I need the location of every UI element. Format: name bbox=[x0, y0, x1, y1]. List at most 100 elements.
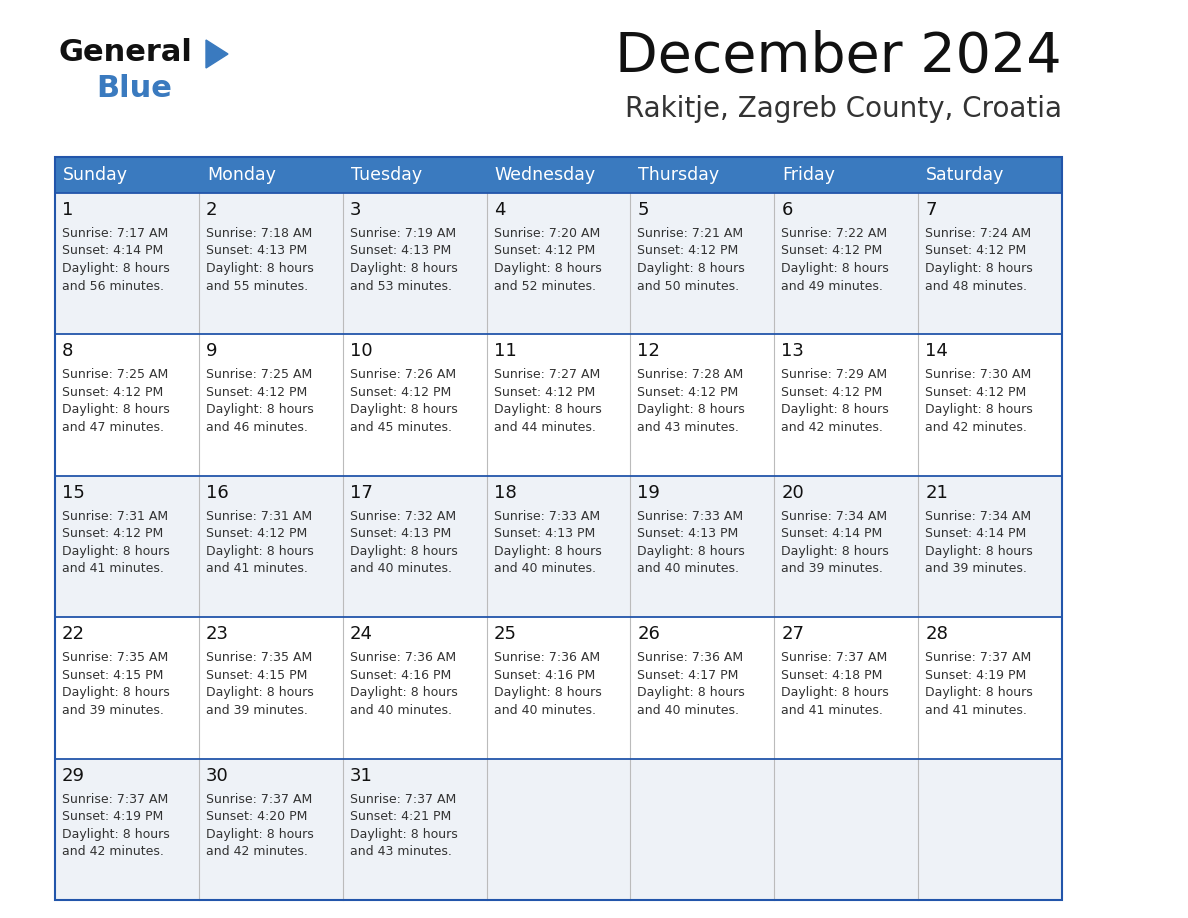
Text: Sunrise: 7:37 AM: Sunrise: 7:37 AM bbox=[206, 792, 312, 806]
Text: Sunset: 4:20 PM: Sunset: 4:20 PM bbox=[206, 810, 308, 823]
Text: 5: 5 bbox=[638, 201, 649, 219]
Text: 11: 11 bbox=[493, 342, 517, 361]
Text: Sunset: 4:16 PM: Sunset: 4:16 PM bbox=[493, 668, 595, 682]
Text: Daylight: 8 hours: Daylight: 8 hours bbox=[349, 544, 457, 558]
Text: 10: 10 bbox=[349, 342, 372, 361]
Text: Saturday: Saturday bbox=[927, 166, 1005, 184]
Text: Sunrise: 7:32 AM: Sunrise: 7:32 AM bbox=[349, 509, 456, 522]
Text: Daylight: 8 hours: Daylight: 8 hours bbox=[349, 686, 457, 700]
Text: 8: 8 bbox=[62, 342, 74, 361]
Text: and 40 minutes.: and 40 minutes. bbox=[493, 563, 595, 576]
Text: 23: 23 bbox=[206, 625, 229, 644]
Text: 4: 4 bbox=[493, 201, 505, 219]
Text: Sunset: 4:12 PM: Sunset: 4:12 PM bbox=[493, 244, 595, 258]
Text: and 50 minutes.: and 50 minutes. bbox=[638, 279, 740, 293]
Bar bbox=[631, 157, 775, 193]
Bar bbox=[55, 758, 1062, 900]
Text: Sunrise: 7:37 AM: Sunrise: 7:37 AM bbox=[62, 792, 169, 806]
Text: December 2024: December 2024 bbox=[615, 30, 1062, 84]
Text: Sunset: 4:12 PM: Sunset: 4:12 PM bbox=[206, 527, 308, 541]
Text: Daylight: 8 hours: Daylight: 8 hours bbox=[925, 403, 1032, 417]
Text: and 53 minutes.: and 53 minutes. bbox=[349, 279, 451, 293]
Text: 9: 9 bbox=[206, 342, 217, 361]
Text: Daylight: 8 hours: Daylight: 8 hours bbox=[638, 686, 745, 700]
Text: and 47 minutes.: and 47 minutes. bbox=[62, 420, 164, 434]
Text: 21: 21 bbox=[925, 484, 948, 502]
Text: Sunrise: 7:31 AM: Sunrise: 7:31 AM bbox=[206, 509, 312, 522]
Text: Sunrise: 7:21 AM: Sunrise: 7:21 AM bbox=[638, 227, 744, 240]
Text: and 52 minutes.: and 52 minutes. bbox=[493, 279, 595, 293]
Text: and 40 minutes.: and 40 minutes. bbox=[493, 704, 595, 717]
Text: Daylight: 8 hours: Daylight: 8 hours bbox=[782, 686, 889, 700]
Text: Sunrise: 7:25 AM: Sunrise: 7:25 AM bbox=[62, 368, 169, 381]
Text: 13: 13 bbox=[782, 342, 804, 361]
Text: and 41 minutes.: and 41 minutes. bbox=[62, 563, 164, 576]
Text: Daylight: 8 hours: Daylight: 8 hours bbox=[62, 686, 170, 700]
Text: Daylight: 8 hours: Daylight: 8 hours bbox=[206, 828, 314, 841]
Text: Sunrise: 7:37 AM: Sunrise: 7:37 AM bbox=[782, 651, 887, 665]
Text: Blue: Blue bbox=[96, 74, 172, 103]
Text: Sunrise: 7:37 AM: Sunrise: 7:37 AM bbox=[349, 792, 456, 806]
Text: 24: 24 bbox=[349, 625, 373, 644]
Text: Sunrise: 7:34 AM: Sunrise: 7:34 AM bbox=[782, 509, 887, 522]
Text: Sunrise: 7:18 AM: Sunrise: 7:18 AM bbox=[206, 227, 312, 240]
Bar bbox=[55, 334, 1062, 476]
Text: Sunrise: 7:20 AM: Sunrise: 7:20 AM bbox=[493, 227, 600, 240]
Text: Daylight: 8 hours: Daylight: 8 hours bbox=[206, 686, 314, 700]
Text: Sunrise: 7:33 AM: Sunrise: 7:33 AM bbox=[493, 509, 600, 522]
Text: Daylight: 8 hours: Daylight: 8 hours bbox=[349, 828, 457, 841]
Text: Sunrise: 7:29 AM: Sunrise: 7:29 AM bbox=[782, 368, 887, 381]
Text: Daylight: 8 hours: Daylight: 8 hours bbox=[925, 544, 1032, 558]
Bar bbox=[775, 157, 918, 193]
Text: 28: 28 bbox=[925, 625, 948, 644]
Text: Sunset: 4:12 PM: Sunset: 4:12 PM bbox=[62, 386, 163, 399]
Text: 2: 2 bbox=[206, 201, 217, 219]
Text: Sunset: 4:12 PM: Sunset: 4:12 PM bbox=[925, 244, 1026, 258]
Bar bbox=[55, 476, 1062, 617]
Text: and 44 minutes.: and 44 minutes. bbox=[493, 420, 595, 434]
Text: Wednesday: Wednesday bbox=[494, 166, 595, 184]
Bar bbox=[55, 193, 1062, 334]
Text: Sunrise: 7:36 AM: Sunrise: 7:36 AM bbox=[493, 651, 600, 665]
Text: Sunset: 4:19 PM: Sunset: 4:19 PM bbox=[925, 668, 1026, 682]
Text: Sunrise: 7:28 AM: Sunrise: 7:28 AM bbox=[638, 368, 744, 381]
Text: and 40 minutes.: and 40 minutes. bbox=[638, 563, 739, 576]
Text: Sunset: 4:12 PM: Sunset: 4:12 PM bbox=[638, 244, 739, 258]
Text: Daylight: 8 hours: Daylight: 8 hours bbox=[782, 403, 889, 417]
Text: and 42 minutes.: and 42 minutes. bbox=[62, 845, 164, 858]
Text: and 41 minutes.: and 41 minutes. bbox=[782, 704, 883, 717]
Text: and 39 minutes.: and 39 minutes. bbox=[206, 704, 308, 717]
Text: 7: 7 bbox=[925, 201, 936, 219]
Text: and 41 minutes.: and 41 minutes. bbox=[206, 563, 308, 576]
Text: Sunset: 4:12 PM: Sunset: 4:12 PM bbox=[206, 386, 308, 399]
Text: 22: 22 bbox=[62, 625, 86, 644]
Text: Sunrise: 7:19 AM: Sunrise: 7:19 AM bbox=[349, 227, 456, 240]
Text: Sunrise: 7:36 AM: Sunrise: 7:36 AM bbox=[349, 651, 456, 665]
Text: Sunset: 4:13 PM: Sunset: 4:13 PM bbox=[638, 527, 739, 541]
Polygon shape bbox=[206, 40, 228, 68]
Text: 31: 31 bbox=[349, 767, 373, 785]
Text: Monday: Monday bbox=[207, 166, 276, 184]
Text: Sunrise: 7:37 AM: Sunrise: 7:37 AM bbox=[925, 651, 1031, 665]
Text: Sunset: 4:13 PM: Sunset: 4:13 PM bbox=[349, 244, 451, 258]
Text: Sunset: 4:13 PM: Sunset: 4:13 PM bbox=[493, 527, 595, 541]
Text: Daylight: 8 hours: Daylight: 8 hours bbox=[206, 262, 314, 275]
Text: 19: 19 bbox=[638, 484, 661, 502]
Text: Sunset: 4:14 PM: Sunset: 4:14 PM bbox=[925, 527, 1026, 541]
Text: Sunset: 4:17 PM: Sunset: 4:17 PM bbox=[638, 668, 739, 682]
Text: Daylight: 8 hours: Daylight: 8 hours bbox=[62, 828, 170, 841]
Text: 20: 20 bbox=[782, 484, 804, 502]
Text: and 43 minutes.: and 43 minutes. bbox=[638, 420, 739, 434]
Text: 15: 15 bbox=[62, 484, 84, 502]
Text: and 40 minutes.: and 40 minutes. bbox=[638, 704, 739, 717]
Text: and 46 minutes.: and 46 minutes. bbox=[206, 420, 308, 434]
Text: Sunset: 4:13 PM: Sunset: 4:13 PM bbox=[206, 244, 308, 258]
Text: Daylight: 8 hours: Daylight: 8 hours bbox=[62, 403, 170, 417]
Text: Daylight: 8 hours: Daylight: 8 hours bbox=[638, 262, 745, 275]
Text: 14: 14 bbox=[925, 342, 948, 361]
Text: Sunset: 4:21 PM: Sunset: 4:21 PM bbox=[349, 810, 451, 823]
Text: Friday: Friday bbox=[782, 166, 835, 184]
Text: Sunrise: 7:33 AM: Sunrise: 7:33 AM bbox=[638, 509, 744, 522]
Text: and 42 minutes.: and 42 minutes. bbox=[206, 845, 308, 858]
Text: and 40 minutes.: and 40 minutes. bbox=[349, 563, 451, 576]
